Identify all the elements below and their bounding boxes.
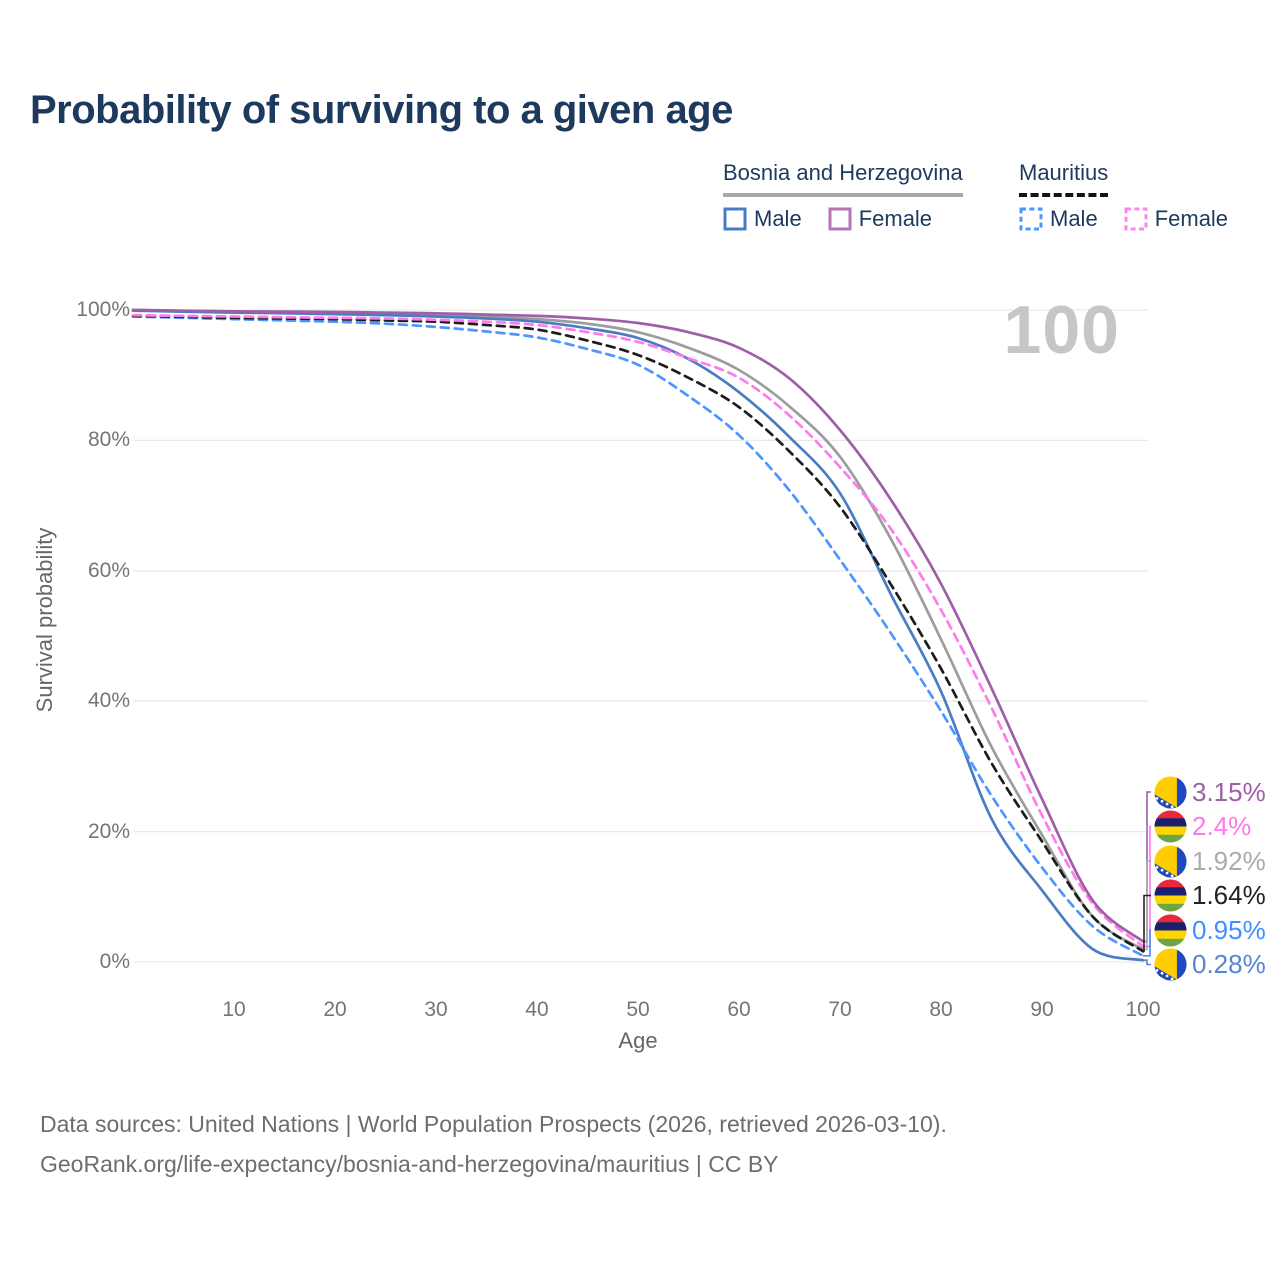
bosnia-male-swatch-icon (723, 207, 747, 231)
series-bosnia-and-herzegovina-both (131, 308, 1145, 951)
bosnia-and-herzegovina-flag-icon (1154, 844, 1187, 878)
x-tick-label: 60 (727, 998, 751, 1021)
bosnia-and-herzegovina-flag-icon (1154, 775, 1187, 809)
end-label-mauritius-female: 2.4% (1154, 810, 1251, 844)
end-label-value: 1.64% (1192, 880, 1266, 910)
series-bosnia-and-herzegovina-female (131, 308, 1145, 943)
legend-group-mauritius: Mauritius Male Female (1019, 160, 1228, 232)
mauritius-flag-icon (1154, 810, 1187, 843)
y-tick-label: 0% (99, 950, 130, 973)
end-label-connector (1143, 929, 1151, 957)
x-tick-label: 90 (1030, 998, 1054, 1021)
series-mauritius-female (131, 313, 1145, 948)
legend-country-bosnia: Bosnia and Herzegovina (723, 160, 963, 197)
legend-item-mauritius-male[interactable]: Male (1019, 206, 1098, 232)
end-label-bosnia-and-herzegovina-both-sexes: 1.92% (1154, 844, 1266, 878)
x-tick-label: 70 (828, 998, 852, 1021)
legend-item-bosnia-female[interactable]: Female (828, 206, 932, 232)
x-tick-label: 30 (424, 998, 448, 1021)
end-label-connector (1143, 860, 1151, 951)
legend-label: Female (858, 206, 933, 231)
end-label-value: 0.28% (1192, 949, 1266, 979)
legend-item-bosnia-male[interactable]: Male (723, 206, 802, 232)
end-label-value: 2.4% (1192, 811, 1252, 841)
end-label-connector (1143, 894, 1151, 953)
legend-group-bosnia: Bosnia and Herzegovina Male Female (723, 160, 963, 232)
x-tick-label: 40 (525, 998, 549, 1021)
x-tick-label: 20 (323, 998, 347, 1021)
legend-label: Male (754, 206, 802, 231)
age-counter-watermark: 100 (1003, 292, 1120, 368)
end-label-mauritius-male: 0.95% (1154, 913, 1266, 947)
page-title: Probability of surviving to a given age (30, 88, 733, 132)
bosnia-and-herzegovina-flag-icon (1154, 948, 1187, 981)
legend-label: Female (1154, 206, 1229, 231)
end-label-bosnia-and-herzegovina-female: 3.15% (1154, 775, 1266, 809)
footer: Data sources: United Nations | World Pop… (40, 1104, 947, 1184)
x-tick-label: 100 (1125, 998, 1161, 1021)
end-label-mauritius-both-sexes: 1.64% (1154, 879, 1266, 913)
x-tick-label: 10 (222, 998, 246, 1021)
end-label-connector (1143, 959, 1151, 966)
mauritius-female-swatch-icon (1124, 207, 1148, 231)
bosnia-female-swatch-icon (828, 207, 852, 231)
x-tick-label: 50 (626, 998, 650, 1021)
y-tick-label: 80% (87, 428, 130, 452)
attribution-line: GeoRank.org/life-expectancy/bosnia-and-h… (40, 1151, 779, 1177)
legend-label: Male (1050, 206, 1098, 231)
y-tick-label: 60% (87, 558, 130, 582)
y-tick-label: 40% (87, 689, 130, 713)
y-tick-label: 20% (87, 819, 130, 843)
end-label-value: 0.95% (1192, 914, 1266, 945)
x-tick-label: 80 (929, 998, 953, 1021)
series-mauritius-both (131, 314, 1145, 953)
mauritius-flag-icon (1154, 879, 1187, 912)
x-axis-title: Age (618, 1028, 658, 1053)
end-label-value: 3.15% (1192, 776, 1266, 807)
y-axis-title: Survival probability (32, 527, 57, 713)
mauritius-flag-icon (1154, 913, 1187, 947)
y-tick-label: 100% (76, 298, 130, 321)
legend-item-mauritius-female[interactable]: Female (1124, 206, 1228, 232)
end-label-value: 1.92% (1192, 845, 1266, 876)
mauritius-male-swatch-icon (1019, 207, 1043, 231)
end-label-bosnia-and-herzegovina-male: 0.28% (1154, 948, 1266, 982)
series-bosnia-and-herzegovina-male (131, 309, 1145, 962)
data-sources-line: Data sources: United Nations | World Pop… (40, 1111, 947, 1137)
legend-country-mauritius: Mauritius (1019, 160, 1109, 197)
series-mauritius-male (131, 315, 1145, 958)
